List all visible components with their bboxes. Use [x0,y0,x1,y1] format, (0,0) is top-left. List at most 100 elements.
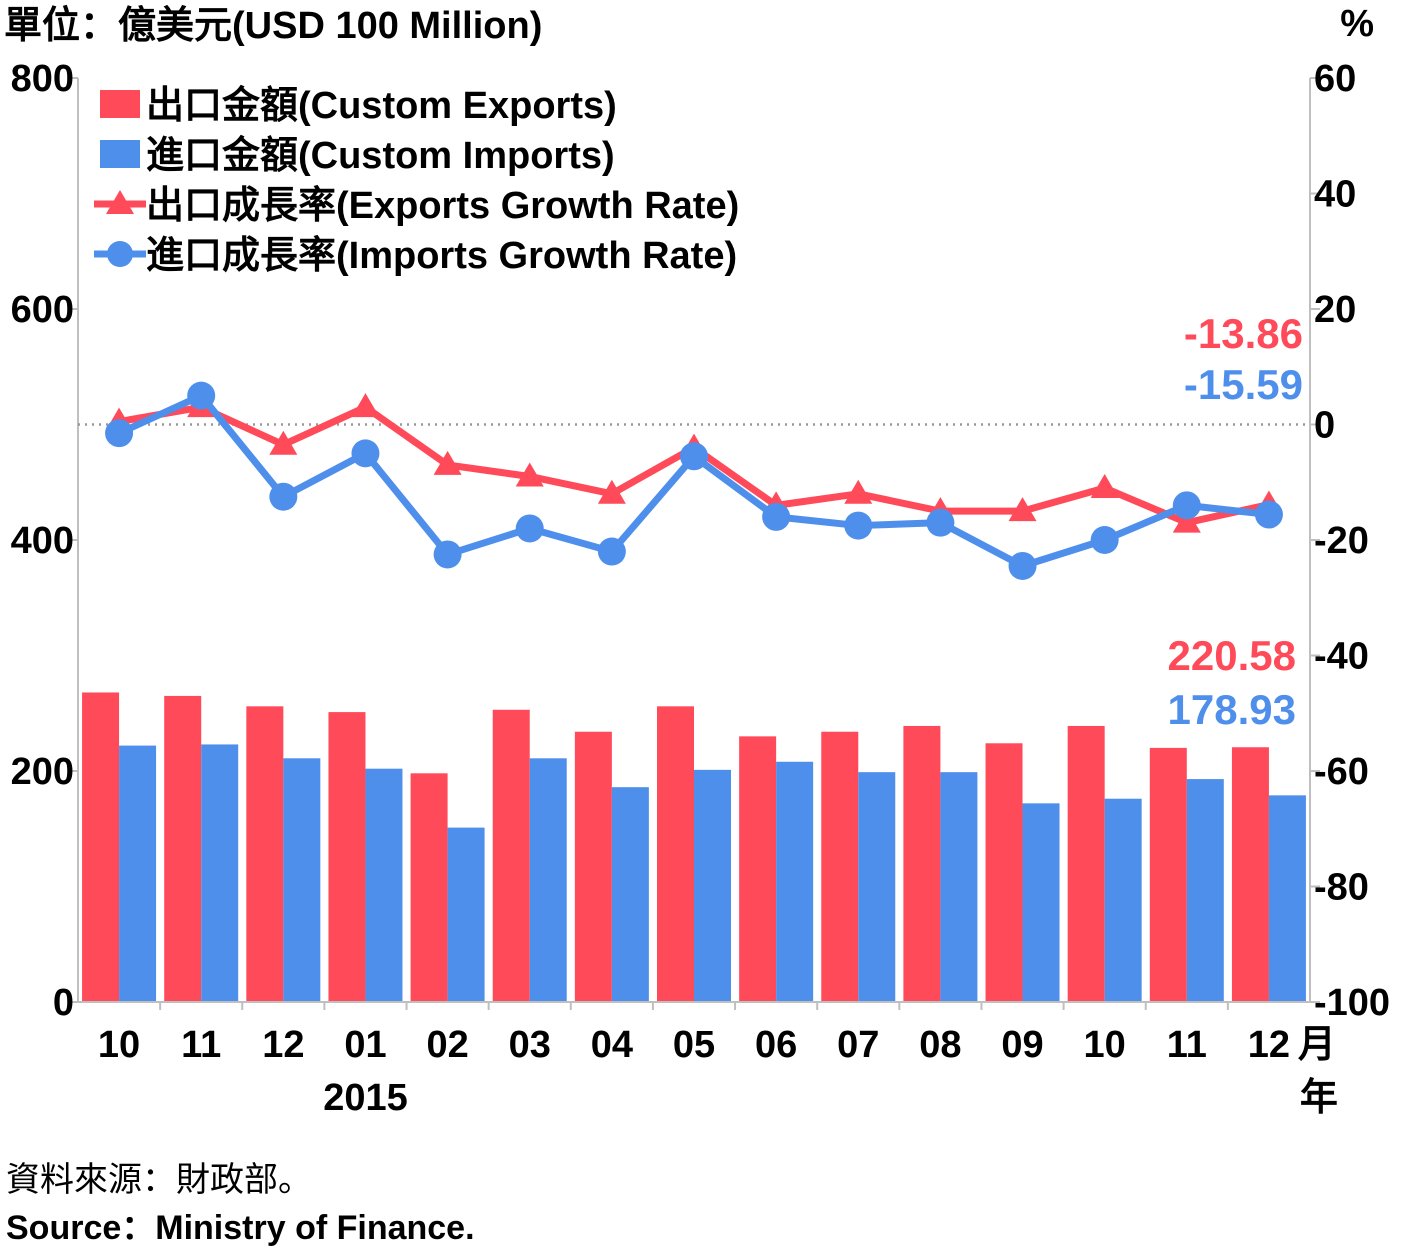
import-bar [776,761,814,1002]
x-tick-label: 02 [426,1024,468,1066]
exports-growth-marker [844,479,873,504]
x-tick-label: 10 [1084,1024,1126,1066]
exports-growth-marker [269,430,298,455]
left-tick-label: 600 [11,289,74,331]
imports-growth-marker [926,508,955,537]
import-bar [283,758,321,1002]
legend-imports-swatch [100,140,140,168]
import-bar [1104,798,1142,1002]
x-tick-label: 06 [755,1024,797,1066]
exports-growth-marker [1090,474,1119,499]
export-bar [164,695,202,1002]
exports-growth-marker [515,462,544,487]
import-bar [611,787,649,1002]
export-bar [903,725,941,1002]
imports-growth-marker [187,381,216,410]
left-tick-label: 400 [11,520,74,562]
x-tick-label: 11 [181,1024,221,1066]
left-tick-label: 200 [11,751,74,793]
year-unit-label: 年 [1300,1077,1338,1119]
right-tick-label: 60 [1314,58,1356,100]
imports-growth-marker [1008,551,1037,580]
export-bar [328,712,366,1002]
export-bar [246,706,284,1002]
right-tick-label: -80 [1314,867,1369,909]
axes-layer: 0200400600800-100-80-60-40-200204060單位：億… [4,3,1390,1119]
export-bar [82,692,120,1002]
label-layer: -13.86-15.59 220.58 178.93 [1168,310,1303,733]
export-bar [1067,725,1105,1002]
imports-growth-marker [844,511,873,540]
x-tick-label: 10 [98,1024,140,1066]
legend-exports-swatch [100,90,140,118]
line-layer [105,381,1283,580]
imports-growth-marker [597,537,626,566]
import-bar [119,745,157,1002]
right-tick-label: -60 [1314,751,1369,793]
x-tick-label: 12 [1248,1024,1290,1066]
export-bar [985,743,1023,1002]
import-bar [201,744,239,1002]
import-bar [529,758,567,1002]
x-tick-label: 03 [509,1024,551,1066]
export-bar [821,731,859,1002]
source-en: Source：Ministry of Finance. [6,1209,475,1247]
imports-growth-annotation: -15.59 [1184,361,1303,408]
import-bar [940,772,978,1002]
source-zh: 資料來源：財政部。 [6,1161,312,1199]
imports-growth-marker [1090,526,1119,554]
year-label: 2015 [323,1077,408,1119]
imports-growth-marker [762,502,791,531]
right-tick-label: 20 [1314,289,1356,331]
right-tick-label: -40 [1314,636,1369,678]
imports-growth-marker [351,439,380,468]
import-bar [447,827,485,1002]
month-unit-label: 月 [1298,1024,1336,1066]
export-bar [492,709,530,1002]
exports-growth-marker [1008,497,1037,522]
export-bar [1231,747,1269,1002]
legend: 出口金額(Custom Exports) 進口金額(Custom Imports)… [94,84,739,277]
export-bar [410,773,448,1002]
imports-value-annotation: 178.93 [1168,686,1296,733]
imports-growth-marker [680,442,708,471]
bar-layer [82,692,1306,1002]
x-tick-label: 07 [837,1024,879,1066]
legend-exports-growth-label: 出口成長率(Exports Growth Rate) [146,185,739,227]
imports-growth-marker [105,419,134,448]
import-bar [694,769,731,1002]
import-bar [1022,803,1060,1002]
imports-growth-marker [433,540,462,569]
exports-growth-marker [597,479,626,504]
right-tick-label: 0 [1314,405,1335,447]
left-axis-label: 單位：億美元(USD 100 Million) [4,5,542,47]
right-tick-label: -20 [1314,520,1369,562]
left-tick-label: 800 [11,58,74,100]
imports-growth-marker [1254,500,1283,529]
exports-growth-marker [1172,508,1201,533]
export-bar [1149,747,1187,1002]
legend-imports-growth-label: 進口成長率(Imports Growth Rate) [146,235,737,277]
legend-exports-label: 出口金額(Custom Exports) [146,84,617,127]
import-bar [365,768,403,1002]
exports-growth-marker [433,450,462,475]
x-tick-label: 09 [1001,1024,1043,1066]
right-axis-label: % [1340,3,1374,45]
x-tick-label: 04 [591,1024,633,1066]
imports-growth-marker [515,514,544,543]
x-tick-label: 08 [919,1024,961,1066]
right-tick-label: 40 [1314,174,1356,216]
imports-growth-marker [1172,491,1201,520]
import-bar [1268,795,1306,1002]
export-bar [739,736,777,1002]
x-tick-label: 11 [1167,1024,1207,1066]
legend-exports-growth-marker [106,190,134,214]
exports-growth-annotation: -13.86 [1184,310,1303,357]
left-tick-label: 0 [53,982,74,1024]
export-bar [574,731,612,1002]
x-tick-label: 12 [262,1024,304,1066]
x-tick-label: 01 [344,1024,386,1066]
export-bar [657,706,694,1002]
imports-growth-marker [269,482,298,511]
